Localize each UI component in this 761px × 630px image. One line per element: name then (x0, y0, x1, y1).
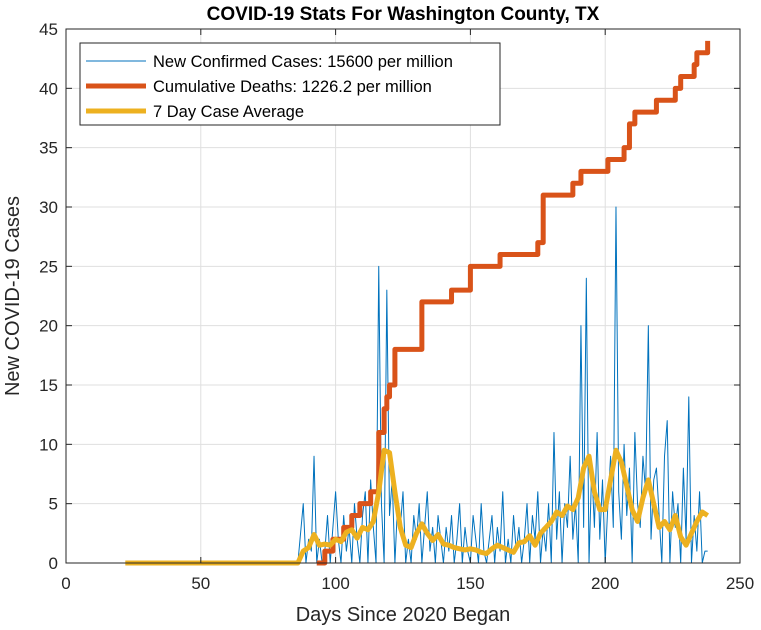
y-tick-label: 15 (39, 376, 58, 395)
y-tick-label: 35 (39, 139, 58, 158)
x-tick-label: 150 (456, 574, 484, 593)
x-tick-label: 0 (61, 574, 70, 593)
y-tick-label: 45 (39, 20, 58, 39)
legend-label-new-confirmed-cases: New Confirmed Cases: 15600 per million (153, 53, 453, 71)
y-tick-label: 40 (39, 79, 58, 98)
x-tick-label: 50 (191, 574, 210, 593)
plot-frame (65, 28, 741, 564)
series-group (125, 40, 711, 566)
y-axis-label: New COVID-19 Cases (2, 196, 24, 396)
y-tick-label: 5 (49, 495, 58, 514)
ticks: 0 50 100 150 200 250 0 5 10 15 20 25 30 35 40 45 (39, 20, 754, 593)
legend: New Confirmed Cases: 15600 per million Cu… (79, 42, 501, 126)
y-tick-label: 30 (39, 198, 58, 217)
y-tick-label: 0 (49, 554, 58, 573)
x-tick-label: 250 (726, 574, 754, 593)
legend-label-7-day-case-average: 7 Day Case Average (153, 103, 304, 121)
y-tick-label: 20 (39, 317, 58, 336)
x-tick-label: 200 (591, 574, 619, 593)
x-axis-label: Days Since 2020 Began (296, 604, 511, 626)
x-tick-label: 100 (321, 574, 349, 593)
y-tick-label: 25 (39, 257, 58, 276)
series-line-7-day-case-average (125, 447, 710, 566)
y-tick-label: 10 (39, 435, 58, 454)
chart-title: COVID-19 Stats For Washington County, TX (207, 4, 600, 25)
legend-label-cumulative-deaths: Cumulative Deaths: 1226.2 per million (153, 78, 432, 96)
legend-box (79, 42, 501, 126)
